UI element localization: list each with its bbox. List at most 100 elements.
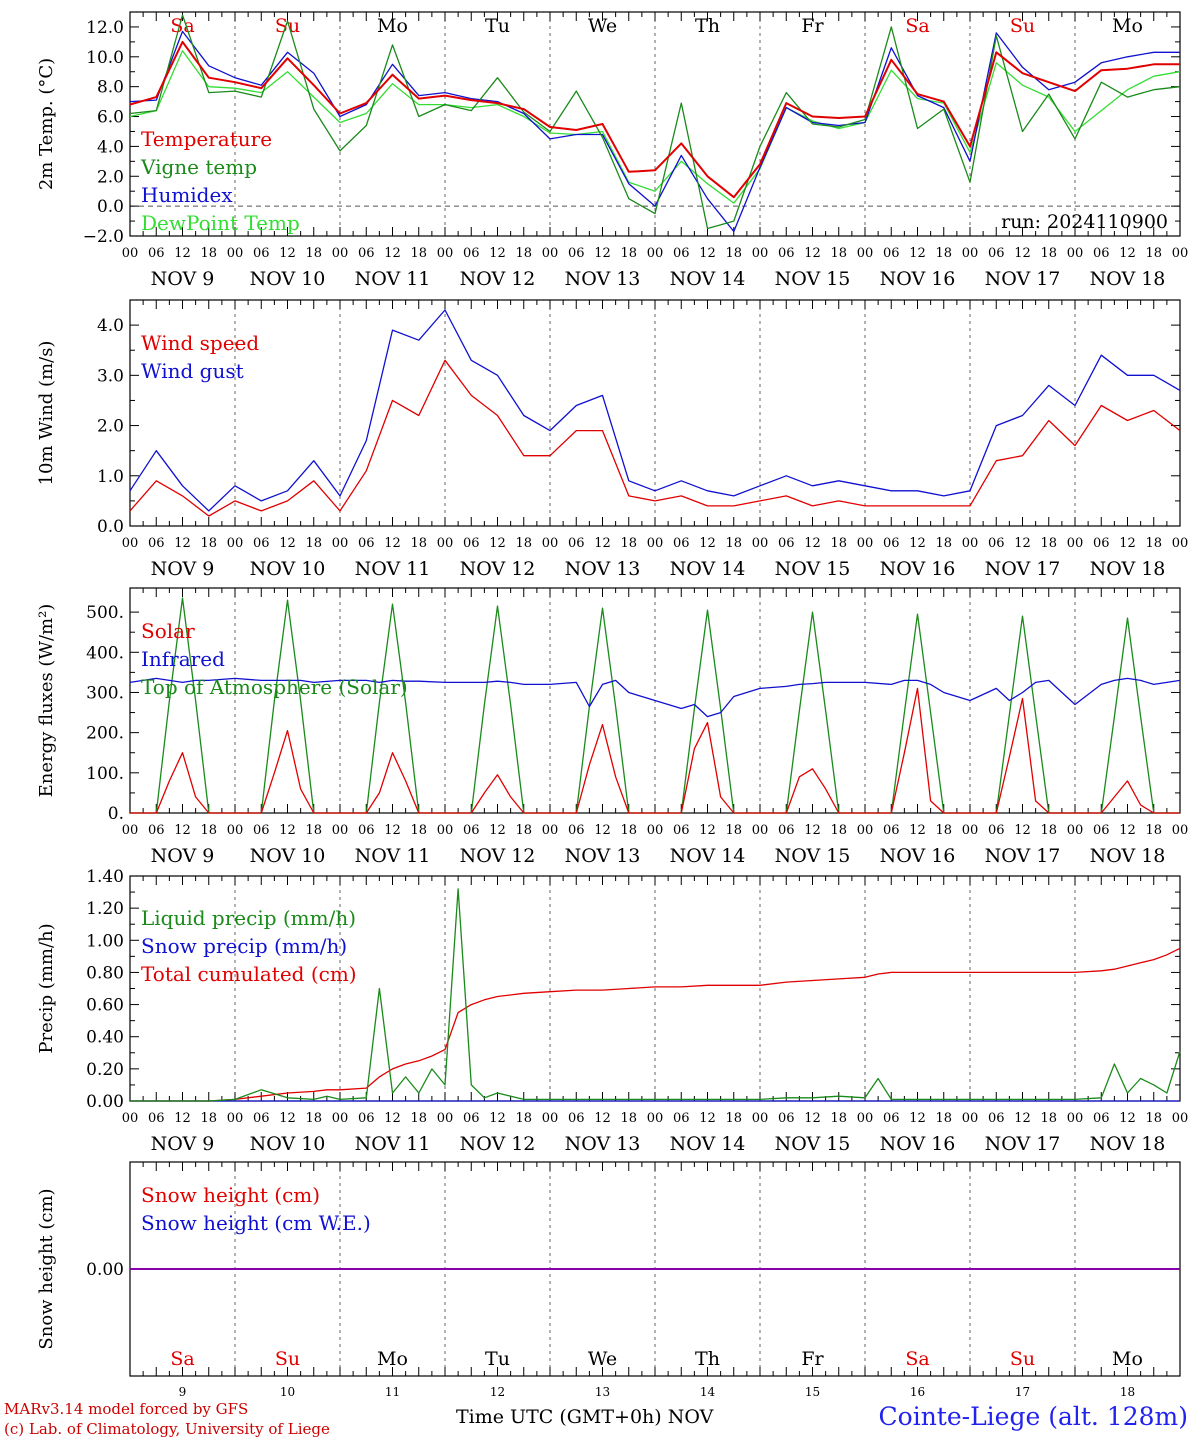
flux-hour-tick-label: 18 bbox=[515, 823, 532, 838]
flux-series-line bbox=[130, 687, 1180, 814]
precip-y-tick-label: 0.40 bbox=[86, 1028, 124, 1048]
precip-y-tick-label: 0.20 bbox=[86, 1060, 124, 1080]
flux-hour-tick-label: 00 bbox=[227, 823, 244, 838]
station-name: Cointe-Liege (alt. 128m) bbox=[878, 1402, 1188, 1431]
temp-weekday-label: Sa bbox=[905, 15, 929, 37]
snow-day-number: 11 bbox=[385, 1385, 400, 1399]
precip-date-label: NOV 17 bbox=[985, 1133, 1061, 1155]
temp-hour-tick-label: 18 bbox=[515, 246, 532, 261]
wind-y-tick-label: 2.0 bbox=[97, 417, 124, 437]
wind-date-label: NOV 11 bbox=[355, 558, 431, 580]
temp-hour-tick-label: 06 bbox=[673, 246, 690, 261]
temp-y-tick-label: 4.0 bbox=[97, 137, 124, 157]
flux-hour-tick-label: 18 bbox=[410, 823, 427, 838]
snow-weekday-label: Sa bbox=[905, 1348, 929, 1370]
precip-y-tick-label: 1.00 bbox=[86, 931, 124, 951]
snow-day-number: 10 bbox=[280, 1385, 295, 1399]
flux-hour-tick-label: 18 bbox=[200, 823, 217, 838]
wind-date-label: NOV 9 bbox=[151, 558, 215, 580]
precip-hour-tick-label: 06 bbox=[1093, 1111, 1110, 1126]
temp-legend-entry: DewPoint Temp bbox=[141, 211, 300, 235]
wind-y-tick-label: 1.0 bbox=[97, 467, 124, 487]
flux-hour-tick-label: 06 bbox=[1093, 823, 1110, 838]
precip-y-tick-label: 0.60 bbox=[86, 996, 124, 1016]
wind-y-tick-label: 3.0 bbox=[97, 366, 124, 386]
wind-date-label: NOV 13 bbox=[565, 558, 641, 580]
precip-date-label: NOV 11 bbox=[355, 1133, 431, 1155]
flux-hour-tick-label: 06 bbox=[673, 823, 690, 838]
flux-hour-tick-label: 00 bbox=[542, 823, 559, 838]
temp-hour-tick-label: 18 bbox=[935, 246, 952, 261]
flux-hour-tick-label: 18 bbox=[935, 823, 952, 838]
precip-hour-tick-label: 18 bbox=[515, 1111, 532, 1126]
wind-hour-tick-label: 18 bbox=[200, 536, 217, 551]
temp-hour-tick-label: 12 bbox=[384, 246, 401, 261]
temp-weekday-label: Sa bbox=[170, 15, 194, 37]
flux-y-axis-label: Energy fluxes (W/m²) bbox=[36, 604, 57, 798]
temp-hour-tick-label: 12 bbox=[1119, 246, 1136, 261]
flux-hour-tick-label: 00 bbox=[1172, 823, 1189, 838]
flux-hour-tick-label: 06 bbox=[778, 823, 795, 838]
snow-day-number: 16 bbox=[910, 1385, 925, 1399]
flux-hour-tick-label: 12 bbox=[174, 823, 191, 838]
wind-hour-tick-label: 12 bbox=[594, 536, 611, 551]
precip-date-label: NOV 18 bbox=[1090, 1133, 1166, 1155]
temp-legend-entry: Vigne temp bbox=[140, 155, 257, 179]
precip-hour-tick-label: 12 bbox=[699, 1111, 716, 1126]
credit-line-2: (c) Lab. of Climatology, University of L… bbox=[4, 1420, 330, 1438]
temp-panel: −2.0 0.0 2.0 4.0 6.0 8.0 10.0 12.0 2m Temp. (°C)… bbox=[36, 11, 1189, 290]
precip-hour-tick-label: 12 bbox=[174, 1111, 191, 1126]
precip-hour-tick-label: 00 bbox=[857, 1111, 874, 1126]
flux-series-line bbox=[129, 677, 1181, 718]
temp-date-label: NOV 12 bbox=[460, 268, 536, 290]
temp-hour-tick-label: 12 bbox=[1014, 246, 1031, 261]
flux-legend-entry: Solar bbox=[141, 619, 195, 643]
flux-date-label: NOV 18 bbox=[1090, 845, 1166, 867]
flux-legend-entry: Top of Atmosphere (Solar) bbox=[141, 675, 408, 699]
temp-date-label: NOV 18 bbox=[1090, 268, 1166, 290]
snow-day-number: 12 bbox=[490, 1385, 505, 1399]
wind-hour-tick-label: 18 bbox=[935, 536, 952, 551]
temp-hour-tick-label: 00 bbox=[1067, 246, 1084, 261]
wind-y-tick-label: 4.0 bbox=[97, 316, 124, 336]
wind-hour-tick-label: 18 bbox=[515, 536, 532, 551]
precip-hour-tick-label: 00 bbox=[1067, 1111, 1084, 1126]
wind-date-label: NOV 14 bbox=[670, 558, 746, 580]
temp-hour-tick-label: 18 bbox=[305, 246, 322, 261]
temp-hour-tick-label: 06 bbox=[778, 246, 795, 261]
flux-hour-tick-label: 00 bbox=[122, 823, 139, 838]
temp-y-tick-label: 12.0 bbox=[86, 18, 124, 38]
meteogram: −2.0 0.0 2.0 4.0 6.0 8.0 10.0 12.0 2m Temp. (°C)… bbox=[36, 11, 1189, 1399]
precip-hour-tick-label: 00 bbox=[437, 1111, 454, 1126]
precip-date-label: NOV 10 bbox=[250, 1133, 326, 1155]
precip-series-line bbox=[130, 947, 1181, 1102]
precip-hour-tick-label: 12 bbox=[1119, 1111, 1136, 1126]
wind-legend-entry: Wind gust bbox=[141, 359, 244, 383]
precip-date-label: NOV 16 bbox=[880, 1133, 956, 1155]
wind-hour-tick-label: 12 bbox=[699, 536, 716, 551]
precip-hour-tick-label: 12 bbox=[804, 1111, 821, 1126]
precip-legend-entry: Snow precip (mm/h) bbox=[141, 934, 347, 958]
wind-date-label: NOV 12 bbox=[460, 558, 536, 580]
flux-hour-tick-label: 00 bbox=[752, 823, 769, 838]
flux-hour-tick-label: 06 bbox=[253, 823, 270, 838]
flux-date-label: NOV 10 bbox=[250, 845, 326, 867]
temp-y-tick-label: 6.0 bbox=[97, 108, 124, 128]
snow-y-tick-label: 0.00 bbox=[86, 1260, 124, 1280]
temp-weekday-label: Fr bbox=[801, 15, 824, 37]
temp-hour-tick-label: 18 bbox=[1040, 246, 1057, 261]
temp-legend-entry: Temperature bbox=[141, 127, 272, 151]
precip-date-label: NOV 13 bbox=[565, 1133, 641, 1155]
snow-panel: 0.00 Snow height (cm) 9 10 11 12 13 14 15 16 17 18 S… bbox=[36, 1161, 1181, 1399]
temp-hour-tick-label: 00 bbox=[1172, 246, 1189, 261]
precip-hour-tick-label: 00 bbox=[542, 1111, 559, 1126]
flux-hour-tick-label: 00 bbox=[332, 823, 349, 838]
precip-hour-tick-label: 18 bbox=[1040, 1111, 1057, 1126]
snow-legend-entry: Snow height (cm) bbox=[141, 1183, 320, 1207]
snow-weekday-label: We bbox=[588, 1348, 617, 1370]
temp-hour-tick-label: 06 bbox=[1093, 246, 1110, 261]
temp-date-label: NOV 13 bbox=[565, 268, 641, 290]
wind-hour-tick-label: 06 bbox=[673, 536, 690, 551]
flux-date-label: NOV 16 bbox=[880, 845, 956, 867]
flux-date-label: NOV 13 bbox=[565, 845, 641, 867]
